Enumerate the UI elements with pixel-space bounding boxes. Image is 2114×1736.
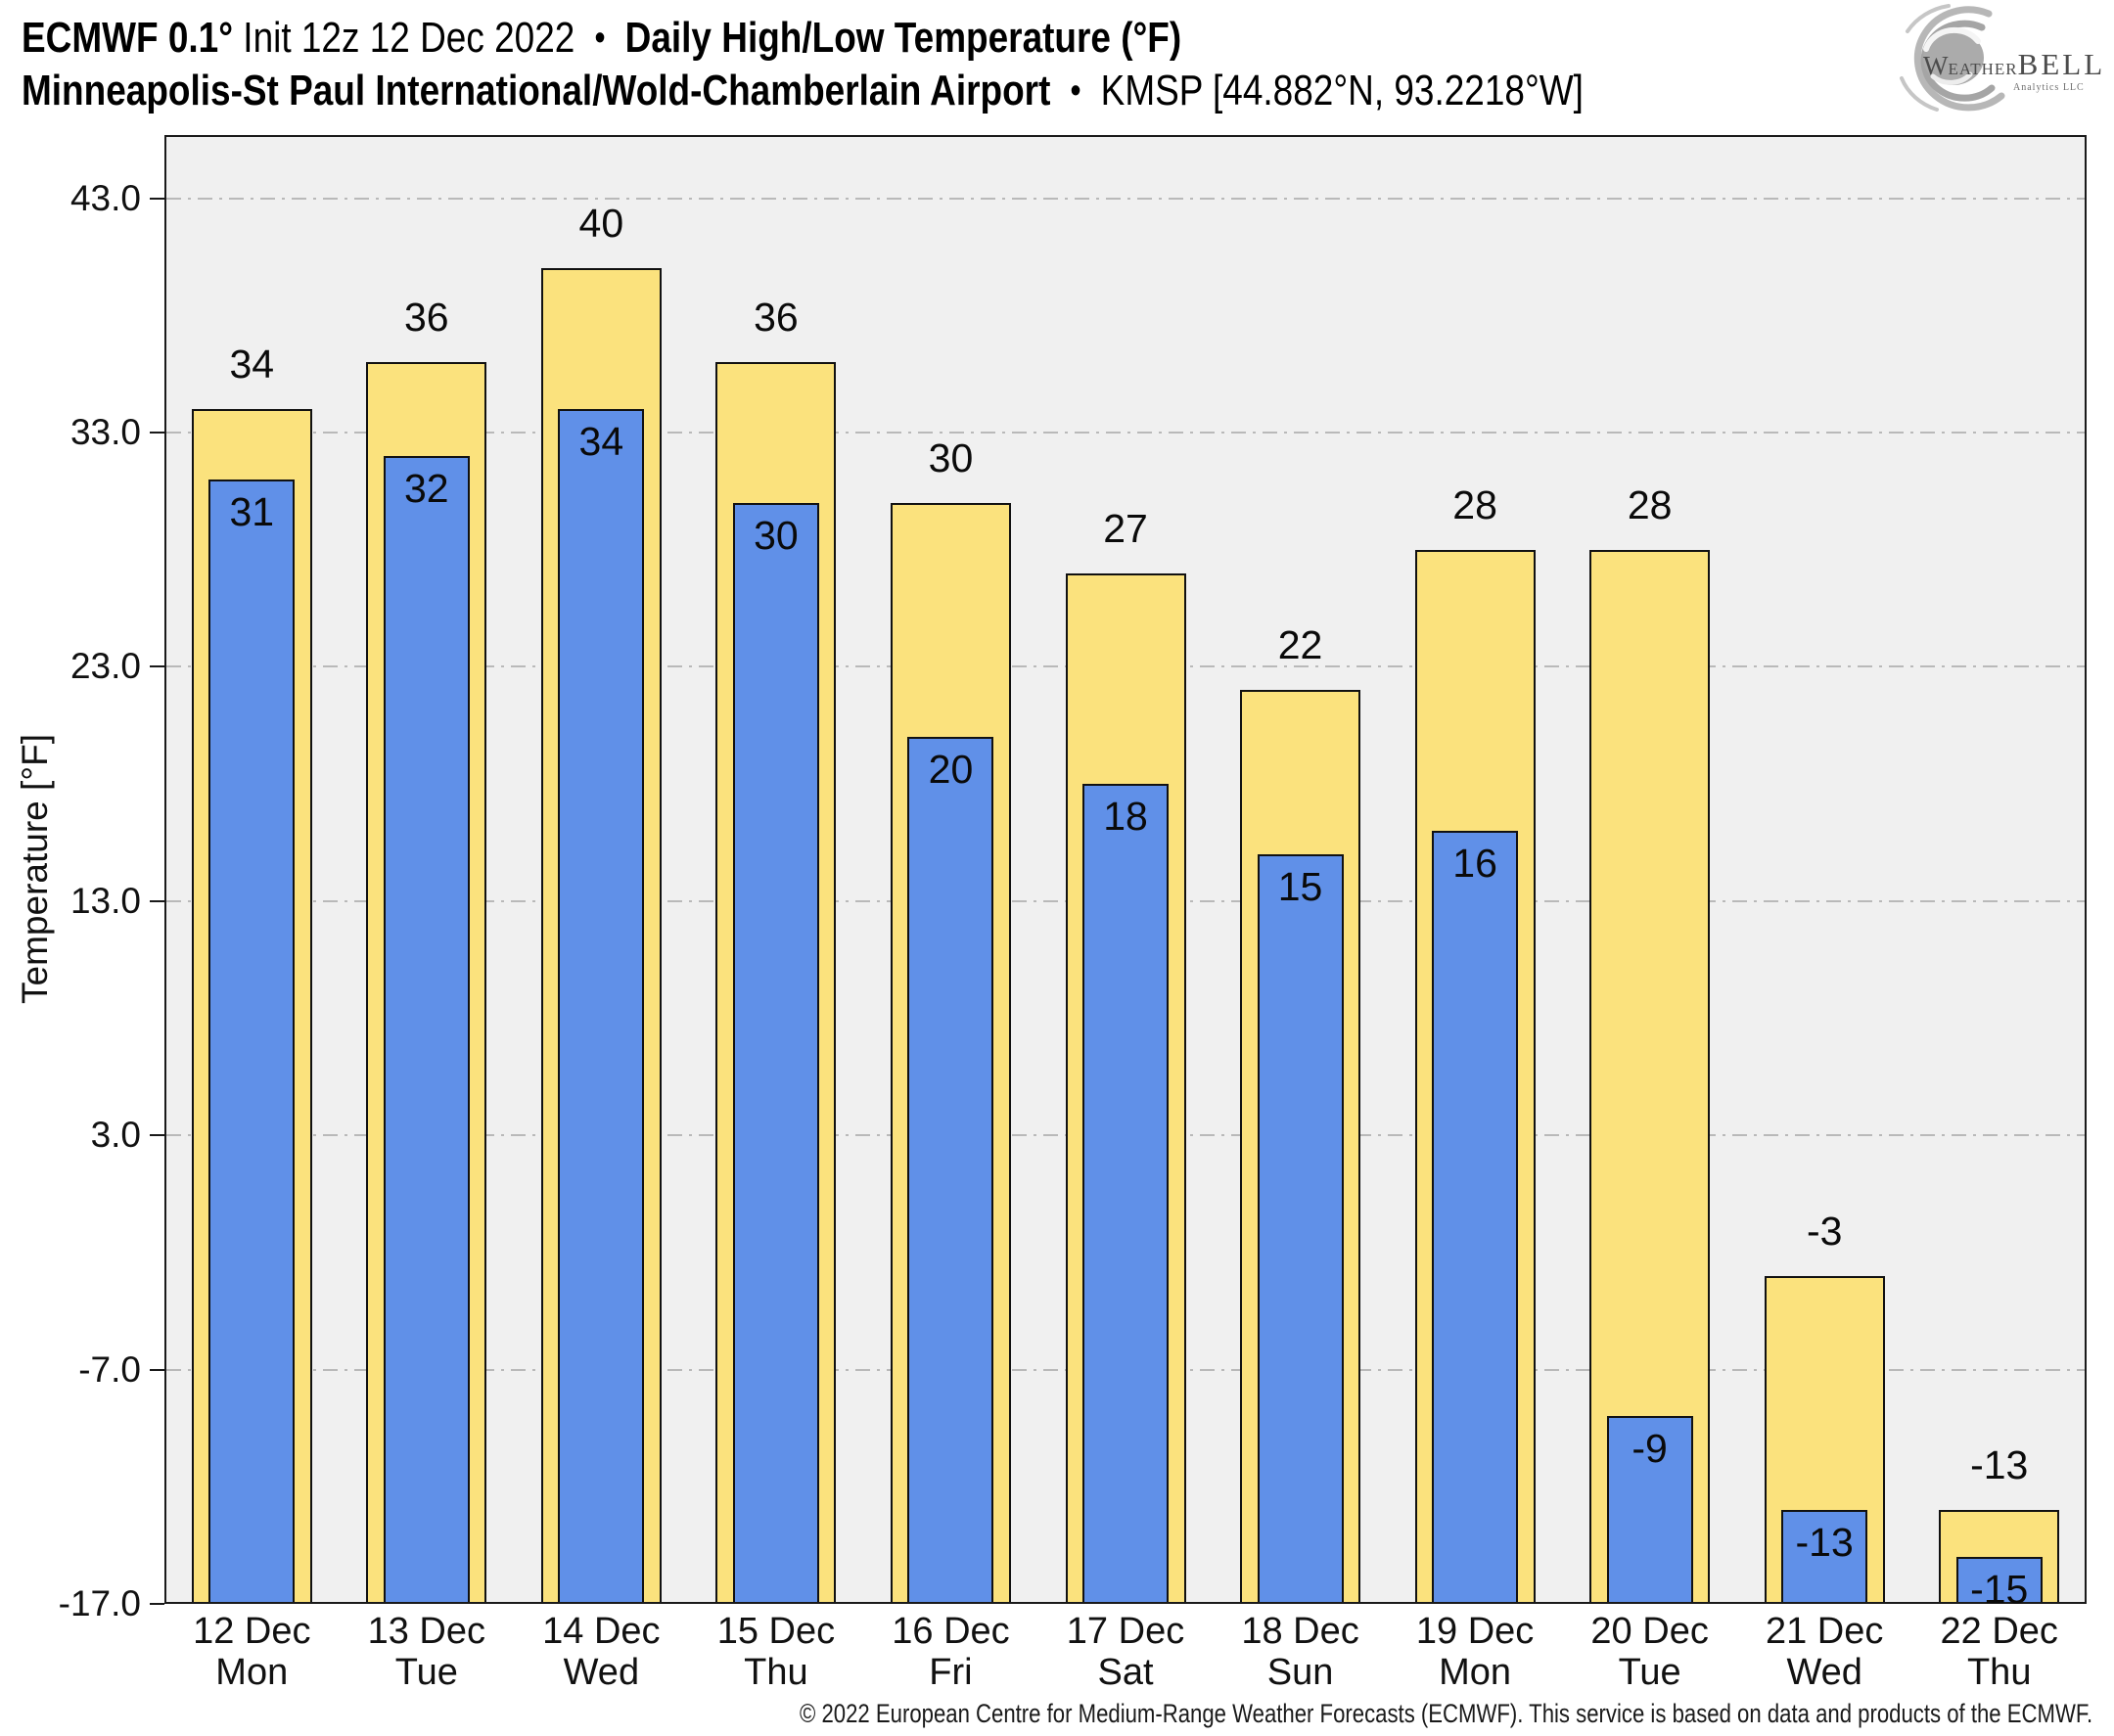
high-temp-label: 28 xyxy=(1452,481,1497,527)
high-temp-label: 36 xyxy=(404,295,449,341)
weatherbell-logo: WEATHERBELL Analytics LLC xyxy=(1900,4,2104,112)
high-temp-label: 40 xyxy=(578,201,624,247)
y-tick-label: 3.0 xyxy=(90,1115,141,1156)
x-tick-day: Thu xyxy=(744,1652,808,1693)
y-tick-mark xyxy=(150,432,164,434)
low-temp-bar xyxy=(1781,1510,1868,1604)
x-tick-day: Tue xyxy=(394,1652,458,1693)
title-separator: • xyxy=(594,17,606,57)
y-tick-label: -17.0 xyxy=(58,1583,141,1623)
x-tick-day: Mon xyxy=(1439,1652,1512,1693)
x-tick-date: 19 Dec xyxy=(1415,1611,1535,1652)
hurricane-swirl-icon xyxy=(1900,4,2005,112)
low-temp-label: 31 xyxy=(229,488,275,534)
y-tick-mark xyxy=(150,1603,164,1605)
x-tick-date: 13 Dec xyxy=(367,1611,486,1652)
x-tick-day: Sat xyxy=(1097,1652,1154,1693)
logo-wordmark: WEATHERBELL xyxy=(1923,47,2104,81)
x-tick-date: 20 Dec xyxy=(1590,1611,1709,1652)
x-tick-date: 22 Dec xyxy=(1940,1611,2058,1652)
x-tick-date: 21 Dec xyxy=(1765,1611,1884,1652)
low-temp-label: 32 xyxy=(404,465,449,511)
x-tick-date: 16 Dec xyxy=(892,1611,1010,1652)
high-temp-label: 27 xyxy=(1103,505,1148,551)
y-tick-label: 43.0 xyxy=(69,177,141,218)
y-tick-label: 13.0 xyxy=(69,880,141,921)
gridline xyxy=(166,197,2085,200)
low-temp-label: 30 xyxy=(754,512,799,558)
x-tick-day: Thu xyxy=(1966,1652,2032,1693)
copyright-note: © 2022 European Centre for Medium-Range … xyxy=(799,1699,2092,1728)
y-tick-label: -7.0 xyxy=(78,1348,141,1390)
x-tick-date: 15 Dec xyxy=(716,1611,836,1652)
low-temp-bar xyxy=(1432,831,1519,1604)
chart-title: ECMWF 0.1° Init 12z 12 Dec 2022 • Daily … xyxy=(22,12,1181,64)
x-tick-date: 17 Dec xyxy=(1066,1611,1185,1652)
high-temp-label: -13 xyxy=(1970,1442,2029,1488)
low-temp-bar xyxy=(1606,1416,1693,1604)
low-temp-label: -9 xyxy=(1631,1426,1668,1472)
low-temp-label: 20 xyxy=(928,747,974,793)
high-temp-label: 28 xyxy=(1627,481,1673,527)
product-name: Daily High/Low Temperature (°F) xyxy=(624,14,1182,62)
x-tick-date: 18 Dec xyxy=(1241,1611,1359,1652)
x-tick-day: Tue xyxy=(1618,1652,1681,1693)
gridline xyxy=(166,432,2085,434)
x-tick-day: Wed xyxy=(1786,1652,1862,1693)
low-temp-bar xyxy=(907,737,994,1604)
x-tick-day: Mon xyxy=(215,1652,289,1693)
low-temp-bar xyxy=(732,502,819,1604)
low-temp-bar xyxy=(1257,853,1344,1604)
high-temp-label: 30 xyxy=(928,434,974,480)
low-temp-label: -13 xyxy=(1795,1520,1854,1566)
y-axis-title: Temperature [°F] xyxy=(15,734,55,1004)
y-tick-mark xyxy=(150,1134,164,1137)
low-temp-bar xyxy=(383,455,470,1604)
station-name: Minneapolis-St Paul International/Wold-C… xyxy=(22,67,1051,114)
station-id: KMSP [44.882°N, 93.2218°W] xyxy=(1100,67,1584,114)
low-temp-bar xyxy=(1082,784,1169,1604)
low-temp-label: 15 xyxy=(1277,863,1323,909)
x-tick-day: Wed xyxy=(563,1652,640,1693)
x-tick-date: 14 Dec xyxy=(542,1611,661,1652)
high-temp-label: 34 xyxy=(229,342,275,388)
y-tick-mark xyxy=(150,665,164,668)
x-tick-date: 12 Dec xyxy=(193,1611,311,1652)
high-temp-label: -3 xyxy=(1806,1208,1843,1254)
high-temp-label: 36 xyxy=(754,295,799,341)
low-temp-label: 34 xyxy=(578,419,624,465)
x-tick-day: Fri xyxy=(929,1652,973,1693)
high-temp-label: 22 xyxy=(1277,622,1323,668)
y-tick-mark xyxy=(150,899,164,902)
init-time: Init 12z 12 Dec 2022 xyxy=(243,14,575,62)
logo-tagline: Analytics LLC xyxy=(2013,82,2085,93)
low-temp-bar xyxy=(208,479,296,1604)
low-temp-bar xyxy=(558,409,645,1604)
low-temp-label: -15 xyxy=(1970,1567,2029,1613)
low-temp-label: 18 xyxy=(1103,794,1148,840)
y-tick-label: 33.0 xyxy=(69,412,141,453)
y-tick-label: 23.0 xyxy=(69,646,141,687)
chart-subtitle: Minneapolis-St Paul International/Wold-C… xyxy=(22,65,1584,116)
y-tick-mark xyxy=(150,197,164,200)
x-tick-day: Sun xyxy=(1266,1652,1334,1693)
x-axis-line xyxy=(164,1602,2087,1604)
low-temp-label: 16 xyxy=(1452,841,1497,886)
subtitle-separator: • xyxy=(1070,69,1081,110)
model-name: ECMWF 0.1° xyxy=(22,14,234,62)
y-tick-mark xyxy=(150,1368,164,1371)
